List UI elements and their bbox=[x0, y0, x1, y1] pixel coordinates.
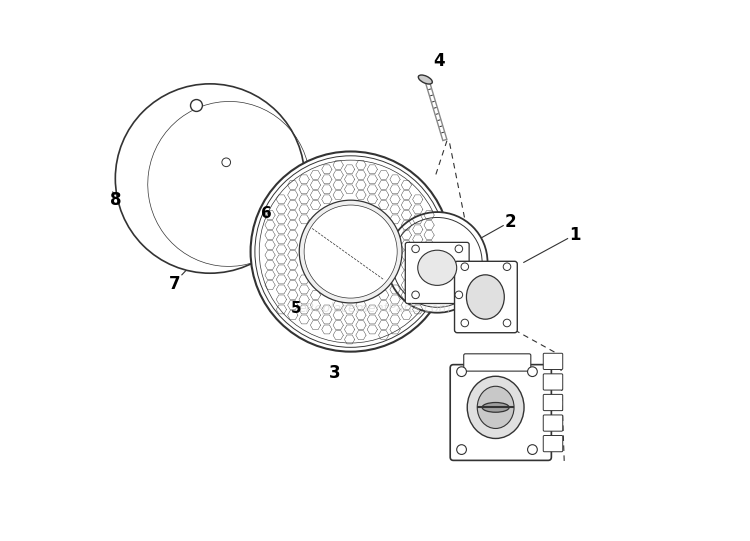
Circle shape bbox=[412, 245, 419, 253]
Circle shape bbox=[260, 160, 442, 343]
Circle shape bbox=[255, 156, 446, 347]
Ellipse shape bbox=[419, 75, 432, 84]
Ellipse shape bbox=[477, 386, 514, 428]
Circle shape bbox=[412, 291, 419, 299]
Text: 7: 7 bbox=[169, 275, 181, 293]
FancyBboxPatch shape bbox=[454, 261, 518, 333]
Ellipse shape bbox=[467, 377, 524, 438]
Text: 6: 6 bbox=[262, 206, 272, 221]
Circle shape bbox=[503, 319, 511, 327]
Circle shape bbox=[304, 205, 398, 298]
Text: 2: 2 bbox=[505, 213, 516, 231]
FancyBboxPatch shape bbox=[543, 415, 562, 431]
Circle shape bbox=[457, 445, 466, 454]
FancyBboxPatch shape bbox=[543, 374, 562, 390]
Circle shape bbox=[299, 200, 402, 303]
Text: 8: 8 bbox=[110, 191, 121, 209]
Circle shape bbox=[461, 263, 469, 270]
Circle shape bbox=[387, 212, 488, 313]
Circle shape bbox=[455, 245, 463, 253]
Text: eReplacementParts.com: eReplacementParts.com bbox=[298, 302, 452, 315]
Ellipse shape bbox=[466, 275, 504, 319]
Circle shape bbox=[222, 158, 230, 167]
FancyBboxPatch shape bbox=[450, 365, 551, 460]
Ellipse shape bbox=[418, 250, 457, 286]
Text: 4: 4 bbox=[433, 51, 445, 70]
Circle shape bbox=[455, 291, 463, 299]
Circle shape bbox=[457, 367, 466, 377]
Text: 1: 1 bbox=[569, 226, 581, 245]
Ellipse shape bbox=[482, 403, 509, 412]
FancyBboxPatch shape bbox=[464, 354, 531, 371]
FancyBboxPatch shape bbox=[543, 436, 562, 452]
FancyBboxPatch shape bbox=[543, 353, 562, 370]
Circle shape bbox=[527, 445, 537, 454]
Text: 5: 5 bbox=[291, 301, 302, 316]
FancyBboxPatch shape bbox=[405, 242, 470, 304]
Circle shape bbox=[284, 280, 298, 294]
Circle shape bbox=[392, 217, 482, 307]
Circle shape bbox=[190, 100, 202, 111]
Circle shape bbox=[503, 263, 511, 270]
Circle shape bbox=[527, 367, 537, 377]
Text: 3: 3 bbox=[328, 364, 340, 382]
Circle shape bbox=[251, 151, 451, 352]
FancyBboxPatch shape bbox=[543, 394, 562, 411]
Circle shape bbox=[461, 319, 469, 327]
Circle shape bbox=[116, 84, 304, 273]
